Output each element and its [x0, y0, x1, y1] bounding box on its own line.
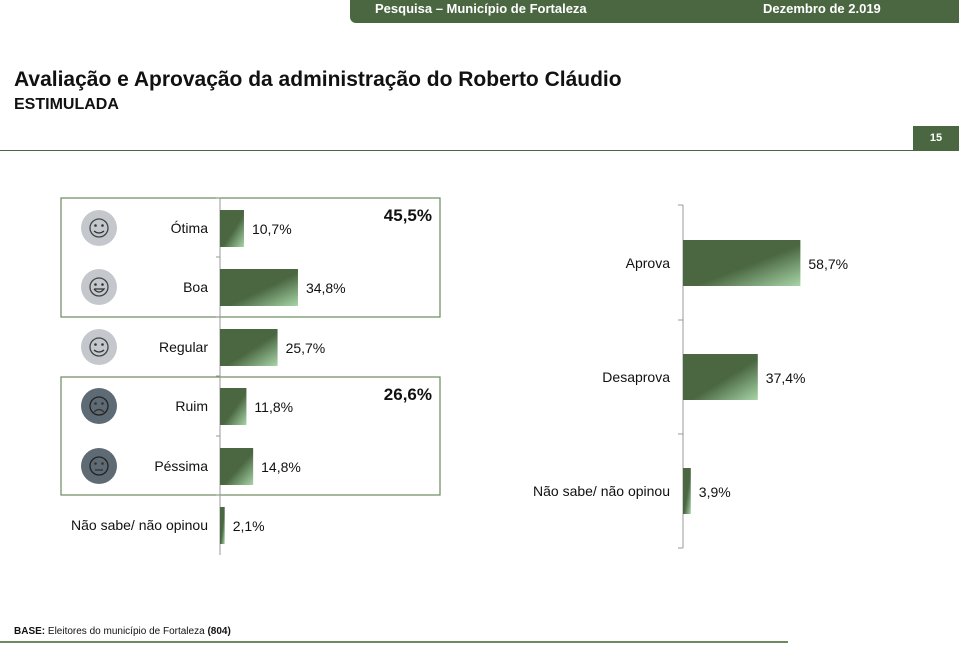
base-count: (804) — [207, 626, 231, 637]
data-label: 11,8% — [254, 399, 293, 415]
heart-eyes-face-icon-outline — [89, 218, 109, 238]
data-label: 3,9% — [699, 484, 731, 500]
category-label: Desaprova — [602, 369, 670, 385]
grinning-face-icon — [81, 269, 117, 305]
eye — [94, 402, 97, 405]
data-label: 25,7% — [286, 340, 326, 356]
bar — [683, 354, 758, 400]
group-box-negative — [60, 376, 441, 496]
neutral-face-icon-outline — [89, 456, 109, 476]
top-banner: Pesquisa – Município de Fortaleza Dezemb… — [350, 0, 959, 23]
page-number: 15 — [913, 126, 959, 151]
data-label: 37,4% — [766, 370, 806, 386]
survey-name: Pesquisa – Município de Fortaleza — [375, 1, 587, 16]
smiling-face-icon-outline — [89, 337, 109, 357]
category-label: Boa — [183, 279, 208, 295]
mouth — [93, 349, 105, 353]
eye — [101, 224, 104, 227]
category-label: Péssima — [154, 458, 208, 474]
heart-eyes-face-icon — [81, 210, 117, 246]
category-label: Aprova — [626, 255, 671, 271]
bar — [220, 448, 254, 485]
bar — [683, 240, 801, 286]
data-label: 58,7% — [808, 256, 848, 272]
eye — [94, 343, 97, 346]
survey-date: Dezembro de 2.019 — [763, 1, 881, 16]
base-label: BASE: — [14, 626, 46, 637]
category-label: Não sabe/ não opinou — [533, 483, 670, 499]
grinning-face-icon-outline — [89, 277, 109, 297]
group-total: 45,5% — [384, 206, 432, 225]
category-label: Ótima — [171, 220, 209, 236]
group-box-positive — [60, 197, 441, 318]
bar — [220, 210, 244, 247]
base-text: Eleitores do município de Fortaleza — [45, 626, 208, 637]
category-label: Não sabe/ não opinou — [71, 517, 208, 533]
group-total: 26,6% — [384, 385, 432, 404]
bar — [220, 388, 247, 425]
footer-line — [0, 641, 788, 643]
eye — [94, 224, 97, 227]
sad-face-icon-outline — [89, 396, 109, 416]
category-label: Ruim — [175, 398, 208, 414]
eye — [101, 343, 104, 346]
data-label: 34,8% — [306, 280, 346, 296]
bar — [220, 507, 225, 544]
sad-face-icon — [81, 388, 117, 424]
data-label: 10,7% — [252, 221, 292, 237]
eye — [94, 283, 97, 286]
bar — [683, 468, 691, 514]
base-note: BASE: Eleitores do município de Fortalez… — [14, 626, 231, 637]
data-label: 14,8% — [261, 459, 301, 475]
mouth — [93, 408, 105, 413]
bar — [220, 269, 298, 306]
data-label: 2,1% — [233, 518, 265, 534]
bar — [220, 329, 278, 366]
eye — [101, 283, 104, 286]
mouth — [93, 230, 105, 234]
neutral-face-icon — [81, 448, 117, 484]
eye — [101, 462, 104, 465]
category-label: Regular — [159, 339, 208, 355]
page-title: Avaliação e Aprovação da administração d… — [14, 68, 622, 91]
eye — [101, 402, 104, 405]
smiling-face-icon — [81, 329, 117, 365]
page-subtitle: ESTIMULADA — [14, 96, 119, 113]
eye — [94, 462, 97, 465]
mouth — [93, 288, 106, 293]
divider — [0, 150, 959, 151]
